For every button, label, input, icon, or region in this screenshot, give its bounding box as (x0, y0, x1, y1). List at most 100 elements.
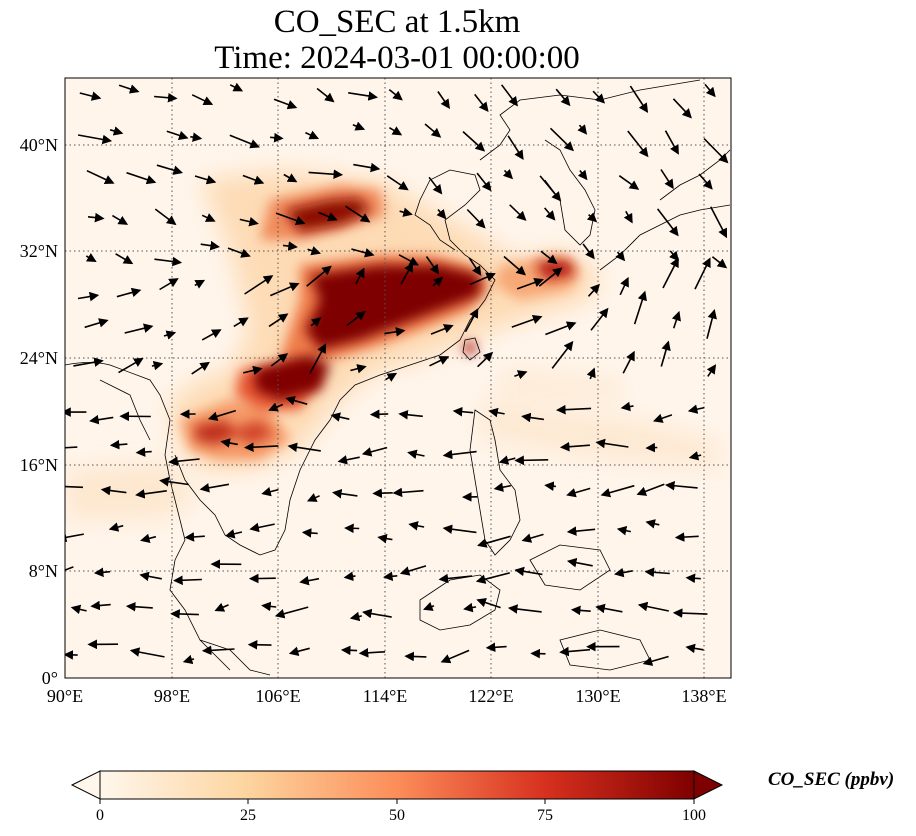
title-line-2: Time: 2024-03-01 00:00:00 (214, 40, 580, 76)
wind-arrow (474, 93, 489, 112)
wind-arrow (129, 647, 165, 658)
wind-arrow (190, 132, 203, 142)
wind-arrow (156, 164, 184, 175)
wind-arrow (656, 208, 679, 237)
wind-arrow (194, 175, 217, 185)
wind-arrow (468, 257, 482, 276)
wind-arrow (90, 600, 111, 611)
wind-arrow (600, 484, 635, 498)
wind-arrow (199, 483, 230, 493)
wind-arrow (330, 412, 350, 422)
wind-arrow (704, 83, 716, 98)
wind-arrow (154, 92, 178, 103)
wind-arrow (307, 246, 322, 256)
wind-arrow (362, 608, 392, 619)
wind-arrow (135, 489, 167, 499)
wind-arrow (462, 131, 486, 152)
wind-arrow (551, 340, 574, 369)
colorbar-tick: 25 (240, 807, 256, 824)
wind-vectors (65, 82, 729, 666)
wind-arrow (665, 480, 698, 491)
wind-arrow (348, 91, 378, 101)
map-title: CO_SEC at 1.5km Time: 2024-03-01 00:00:0… (0, 4, 794, 76)
wind-arrow (358, 648, 386, 658)
wind-arrow (93, 567, 111, 578)
wind-arrow (65, 485, 84, 489)
wind-arrow (424, 123, 442, 138)
lon-tick: 90°E (47, 686, 83, 706)
wind-arrow (672, 98, 692, 119)
wind-arrow (100, 485, 127, 496)
wind-arrow (301, 528, 318, 538)
wind-arrow (544, 481, 556, 491)
wind-arrow (685, 643, 704, 654)
wind-arrow (340, 645, 358, 656)
wind-arrow (514, 370, 528, 380)
wind-arrow (73, 357, 104, 367)
wind-arrow (154, 256, 183, 267)
wind-arrow (65, 650, 78, 660)
wind-arrow (201, 645, 235, 656)
wind-arrow (619, 276, 629, 296)
wind-arrow (577, 124, 588, 135)
wind-arrow (306, 493, 320, 502)
wind-arrow (168, 456, 200, 467)
wind-arrow (166, 130, 189, 140)
wind-arrow (521, 533, 544, 543)
wind-arrow (201, 213, 216, 222)
wind-arrow (399, 207, 413, 217)
wind-arrow (428, 176, 443, 195)
wind-arrow (616, 525, 631, 536)
wind-arrow (306, 265, 332, 287)
wind-arrow (352, 121, 366, 131)
wind-arrow (620, 401, 634, 412)
colorbar: 0 25 50 75 100 (70, 770, 724, 824)
wind-arrow (392, 487, 424, 498)
wind-arrow (398, 409, 423, 420)
wind-arrow (274, 606, 309, 619)
wind-arrow (126, 171, 157, 185)
wind-arrow (201, 329, 222, 341)
wind-arrow (672, 608, 708, 618)
wind-arrow (430, 324, 454, 335)
wind-arrow (140, 533, 157, 544)
wind-arrow (614, 567, 633, 578)
wind-arrow (383, 571, 398, 582)
wind-arrow (545, 321, 577, 336)
colorbar-label: CO_SEC (ppbv) (768, 769, 895, 790)
wind-arrow (463, 602, 477, 613)
wind-arrow (622, 350, 635, 374)
wind-arrow (350, 364, 367, 374)
wind-arrow (225, 529, 243, 539)
wind-arrow (671, 310, 681, 329)
wind-arrow (540, 250, 558, 265)
wind-arrow (85, 253, 97, 263)
lon-tick: 138°E (681, 686, 726, 706)
lon-tick-labels: 90°E 98°E 106°E 114°E 122°E 130°E 138°E (47, 686, 727, 706)
wind-arrow (239, 217, 259, 227)
wind-arrow (244, 442, 279, 452)
wind-arrow (623, 210, 633, 224)
wind-arrow (229, 82, 244, 92)
lat-tick: 40°N (20, 135, 58, 155)
wind-arrow (305, 130, 320, 140)
wind-arrow (116, 287, 142, 298)
colorbar-tick: 75 (537, 807, 553, 824)
wind-arrow (344, 523, 360, 534)
wind-arrow (502, 169, 514, 180)
lat-tick: 24°N (20, 348, 58, 368)
wind-arrow (706, 308, 717, 339)
colorbar-tick: 0 (96, 807, 104, 824)
wind-arrow (242, 174, 265, 185)
wind-arrow (477, 535, 511, 548)
wind-arrow (408, 521, 425, 531)
wind-arrow (400, 262, 414, 285)
wind-arrow (154, 208, 177, 226)
wind-arrow (662, 257, 679, 289)
wind-arrow (637, 601, 669, 612)
wind-arrow (194, 279, 206, 289)
wind-arrow (248, 573, 276, 584)
wind-arrow (660, 169, 674, 190)
wind-arrow (346, 310, 366, 327)
